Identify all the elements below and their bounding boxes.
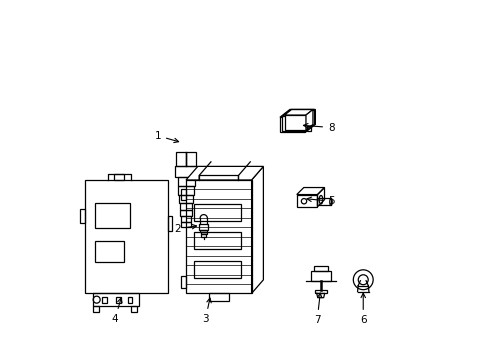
Polygon shape — [305, 109, 312, 130]
Polygon shape — [305, 109, 315, 132]
Text: 2: 2 — [174, 224, 196, 234]
Text: 1: 1 — [154, 131, 178, 143]
Text: 4: 4 — [112, 298, 122, 324]
Polygon shape — [305, 109, 314, 131]
Polygon shape — [284, 109, 312, 115]
Polygon shape — [282, 116, 305, 131]
Polygon shape — [251, 166, 263, 293]
Polygon shape — [282, 109, 314, 116]
Polygon shape — [284, 115, 305, 130]
Text: 8: 8 — [303, 122, 334, 132]
Text: 6: 6 — [359, 293, 366, 325]
Polygon shape — [279, 117, 305, 132]
Text: 5: 5 — [306, 196, 334, 206]
Polygon shape — [279, 109, 315, 117]
Polygon shape — [185, 166, 263, 180]
Text: 7: 7 — [313, 293, 321, 325]
Text: 3: 3 — [202, 298, 211, 324]
